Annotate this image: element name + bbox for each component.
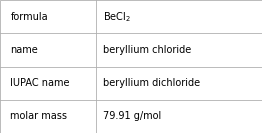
- Text: IUPAC name: IUPAC name: [10, 78, 70, 88]
- Text: BeCl$_2$: BeCl$_2$: [103, 10, 131, 24]
- Text: name: name: [10, 45, 38, 55]
- Text: beryllium dichloride: beryllium dichloride: [103, 78, 201, 88]
- Text: beryllium chloride: beryllium chloride: [103, 45, 192, 55]
- Text: 79.91 g/mol: 79.91 g/mol: [103, 111, 162, 121]
- Text: molar mass: molar mass: [10, 111, 68, 121]
- Text: formula: formula: [10, 12, 48, 22]
